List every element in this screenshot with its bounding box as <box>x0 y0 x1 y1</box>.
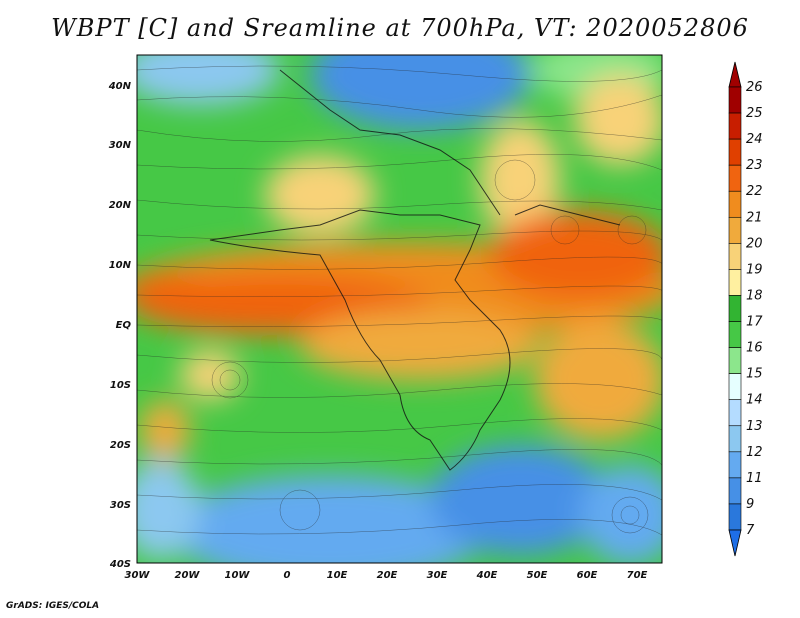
colorbar-label: 16 <box>746 341 763 356</box>
lon-tick: 20W <box>175 570 201 581</box>
colorbar-swatch <box>728 321 742 348</box>
colorbar-swatch <box>728 112 742 140</box>
lon-axis: 30W 20W 10W 0 10E 20E 30E 40E 50E 60E 70… <box>125 570 648 581</box>
wbpt-field <box>137 55 662 563</box>
lat-tick: 10N <box>109 260 132 271</box>
lat-tick: 10S <box>110 380 131 391</box>
lon-tick: 0 <box>284 570 291 581</box>
colorbar-swatch <box>728 503 742 531</box>
colorbar-swatch <box>728 451 742 479</box>
plot-frame <box>136 54 663 564</box>
lat-tick: EQ <box>116 320 132 331</box>
colorbar-swatch <box>728 477 742 505</box>
colorbar-label: 23 <box>746 158 763 173</box>
colorbar-swatch <box>728 216 742 244</box>
colorbar-label: 17 <box>746 315 763 330</box>
colorbar-label: 25 <box>746 106 763 121</box>
lat-tick: 40S <box>109 559 131 570</box>
lon-tick: 20E <box>377 570 398 581</box>
lon-tick: 40E <box>476 570 498 581</box>
colorbar-swatch <box>728 190 742 218</box>
colorbar-label: 26 <box>746 80 763 95</box>
colorbar-swatch <box>728 295 742 322</box>
colorbar-bottom-triangle <box>728 529 742 557</box>
lon-tick: 10W <box>225 570 251 581</box>
colorbar-label: 15 <box>746 367 763 382</box>
colorbar-swatch <box>728 269 742 296</box>
lon-tick: 10E <box>327 570 348 581</box>
colorbar: 26 25 24 23 22 21 20 19 18 17 16 15 14 13 12 11 9 7 <box>728 61 763 557</box>
lat-tick: 40N <box>108 81 132 92</box>
lat-tick: 20S <box>110 440 131 451</box>
colorbar-label: 21 <box>746 210 763 225</box>
colorbar-swatch <box>728 243 742 270</box>
colorbar-label: 19 <box>746 262 763 277</box>
lat-tick: 30S <box>110 500 131 511</box>
lon-tick: 30W <box>125 570 151 581</box>
colorbar-label: 9 <box>746 497 754 512</box>
lon-tick: 70E <box>627 570 648 581</box>
colorbar-label: 18 <box>746 288 763 303</box>
colorbar-label: 24 <box>746 132 763 147</box>
lon-tick: 50E <box>527 570 548 581</box>
lon-tick: 60E <box>577 570 598 581</box>
colorbar-swatch <box>728 138 742 166</box>
colorbar-label: 12 <box>746 445 763 460</box>
colorbar-swatch <box>728 425 742 453</box>
map-title: WBPT [C] and Sreamline at 700hPa, VT: 20… <box>51 14 749 42</box>
colorbar-swatch <box>728 399 742 427</box>
colorbar-label: 13 <box>746 419 763 434</box>
colorbar-label: 7 <box>746 523 755 538</box>
colorbar-swatch <box>728 347 742 374</box>
lat-tick: 20N <box>109 200 132 211</box>
colorbar-label: 20 <box>746 236 763 251</box>
lat-axis: 40N 30N 20N 10N EQ 10S 20S 30S 40S <box>108 81 132 570</box>
colorbar-swatch <box>728 86 742 114</box>
lat-tick: 30N <box>109 140 132 151</box>
colorbar-swatch <box>728 164 742 192</box>
colorbar-swatch <box>728 373 742 401</box>
lon-tick: 30E <box>427 570 448 581</box>
colorbar-label: 14 <box>746 393 763 408</box>
colorbar-top-triangle <box>728 61 742 88</box>
colorbar-label: 22 <box>746 184 763 199</box>
colorbar-label: 11 <box>746 471 763 486</box>
grads-credit: GrADS: IGES/COLA <box>6 601 100 611</box>
